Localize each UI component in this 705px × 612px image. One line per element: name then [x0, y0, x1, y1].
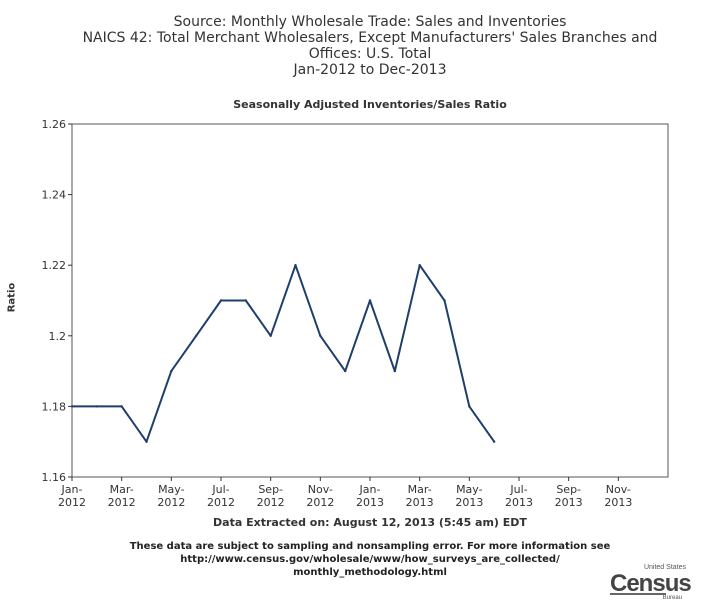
data-point: [145, 440, 148, 443]
data-point: [294, 264, 297, 267]
header-line-3: Offices: U.S. Total: [308, 46, 432, 62]
y-tick-label: 1.22: [42, 259, 67, 272]
data-point: [393, 369, 397, 373]
x-tick-label-month: May-: [456, 483, 483, 496]
x-tick-label-year: 2012: [108, 496, 136, 509]
data-point: [170, 369, 173, 373]
data-point: [443, 299, 446, 302]
data-point: [219, 299, 223, 302]
x-tick-label-year: 2012: [58, 496, 86, 509]
data-extracted-note: Data Extracted on: August 12, 2013 (5:45…: [213, 516, 527, 529]
y-tick-label: 1.18: [42, 400, 67, 413]
data-point: [120, 405, 123, 408]
x-tick-label-year: 2013: [555, 496, 583, 509]
logo-main-text: Census: [610, 570, 692, 597]
y-tick-label: 1.26: [42, 118, 67, 131]
x-tick-label-year: 2013: [505, 496, 533, 509]
data-point: [95, 405, 99, 408]
x-tick-label-month: Nov-: [308, 483, 333, 496]
x-tick-label-month: Jul-: [509, 483, 527, 496]
data-point: [70, 405, 74, 408]
methodology-link-line-1[interactable]: http://www.census.gov/wholesale/www/how_…: [180, 554, 560, 565]
census-bureau-logo: United States Census Bureau: [600, 564, 696, 604]
header-line-4: Jan-2012 to Dec-2013: [293, 62, 447, 78]
x-tick-label-month: Nov-: [606, 483, 631, 496]
y-tick-label: 1.16: [42, 471, 67, 484]
x-tick-label-month: Mar-: [110, 483, 134, 496]
x-tick-label-year: 2013: [356, 496, 384, 509]
data-point: [418, 264, 421, 267]
x-tick-label-year: 2013: [604, 496, 632, 509]
logo-top-text: United States: [643, 564, 686, 571]
x-tick-label-year: 2012: [257, 496, 285, 509]
data-point: [343, 369, 347, 373]
data-point: [368, 299, 372, 302]
x-tick-label-year: 2013: [406, 496, 434, 509]
x-tick-label-year: 2012: [207, 496, 235, 509]
logo-bottom-text: Bureau: [662, 595, 682, 601]
data-point: [492, 440, 496, 443]
series-line: [72, 264, 496, 443]
x-tick-label-month: Sep-: [258, 483, 283, 496]
header-line-1: Source: Monthly Wholesale Trade: Sales a…: [173, 14, 567, 30]
data-point: [269, 334, 272, 337]
y-axis-label: Ratio: [6, 282, 18, 313]
x-tick-label-year: 2012: [157, 496, 185, 509]
header-line-2: NAICS 42: Total Merchant Wholesalers, Ex…: [82, 30, 658, 46]
x-tick-label-year: 2012: [306, 496, 334, 509]
sampling-error-note: These data are subject to sampling and n…: [0, 540, 705, 579]
methodology-link-line-2[interactable]: monthly_methodology.html: [293, 567, 447, 578]
chart-title: Seasonally Adjusted Inventories/Sales Ra…: [233, 98, 507, 111]
y-tick-label: 1.2: [49, 330, 67, 343]
data-point: [468, 405, 471, 408]
note-line-1: These data are subject to sampling and n…: [129, 541, 611, 552]
x-tick-label-month: Sep-: [556, 483, 581, 496]
x-tick-label-month: Mar-: [408, 483, 432, 496]
x-tick-label-year: 2013: [455, 496, 483, 509]
logo-underline: [610, 593, 666, 595]
x-tick-label-month: Jan-: [359, 483, 381, 496]
data-point: [244, 299, 248, 302]
y-tick-label: 1.24: [42, 189, 67, 202]
chart-header: Source: Monthly Wholesale Trade: Sales a…: [0, 14, 705, 78]
data-point: [319, 334, 322, 337]
x-tick-label-month: May-: [158, 483, 185, 496]
x-tick-label-month: Jul-: [211, 483, 229, 496]
data-point: [194, 334, 198, 337]
x-tick-label-month: Jan-: [61, 483, 83, 496]
